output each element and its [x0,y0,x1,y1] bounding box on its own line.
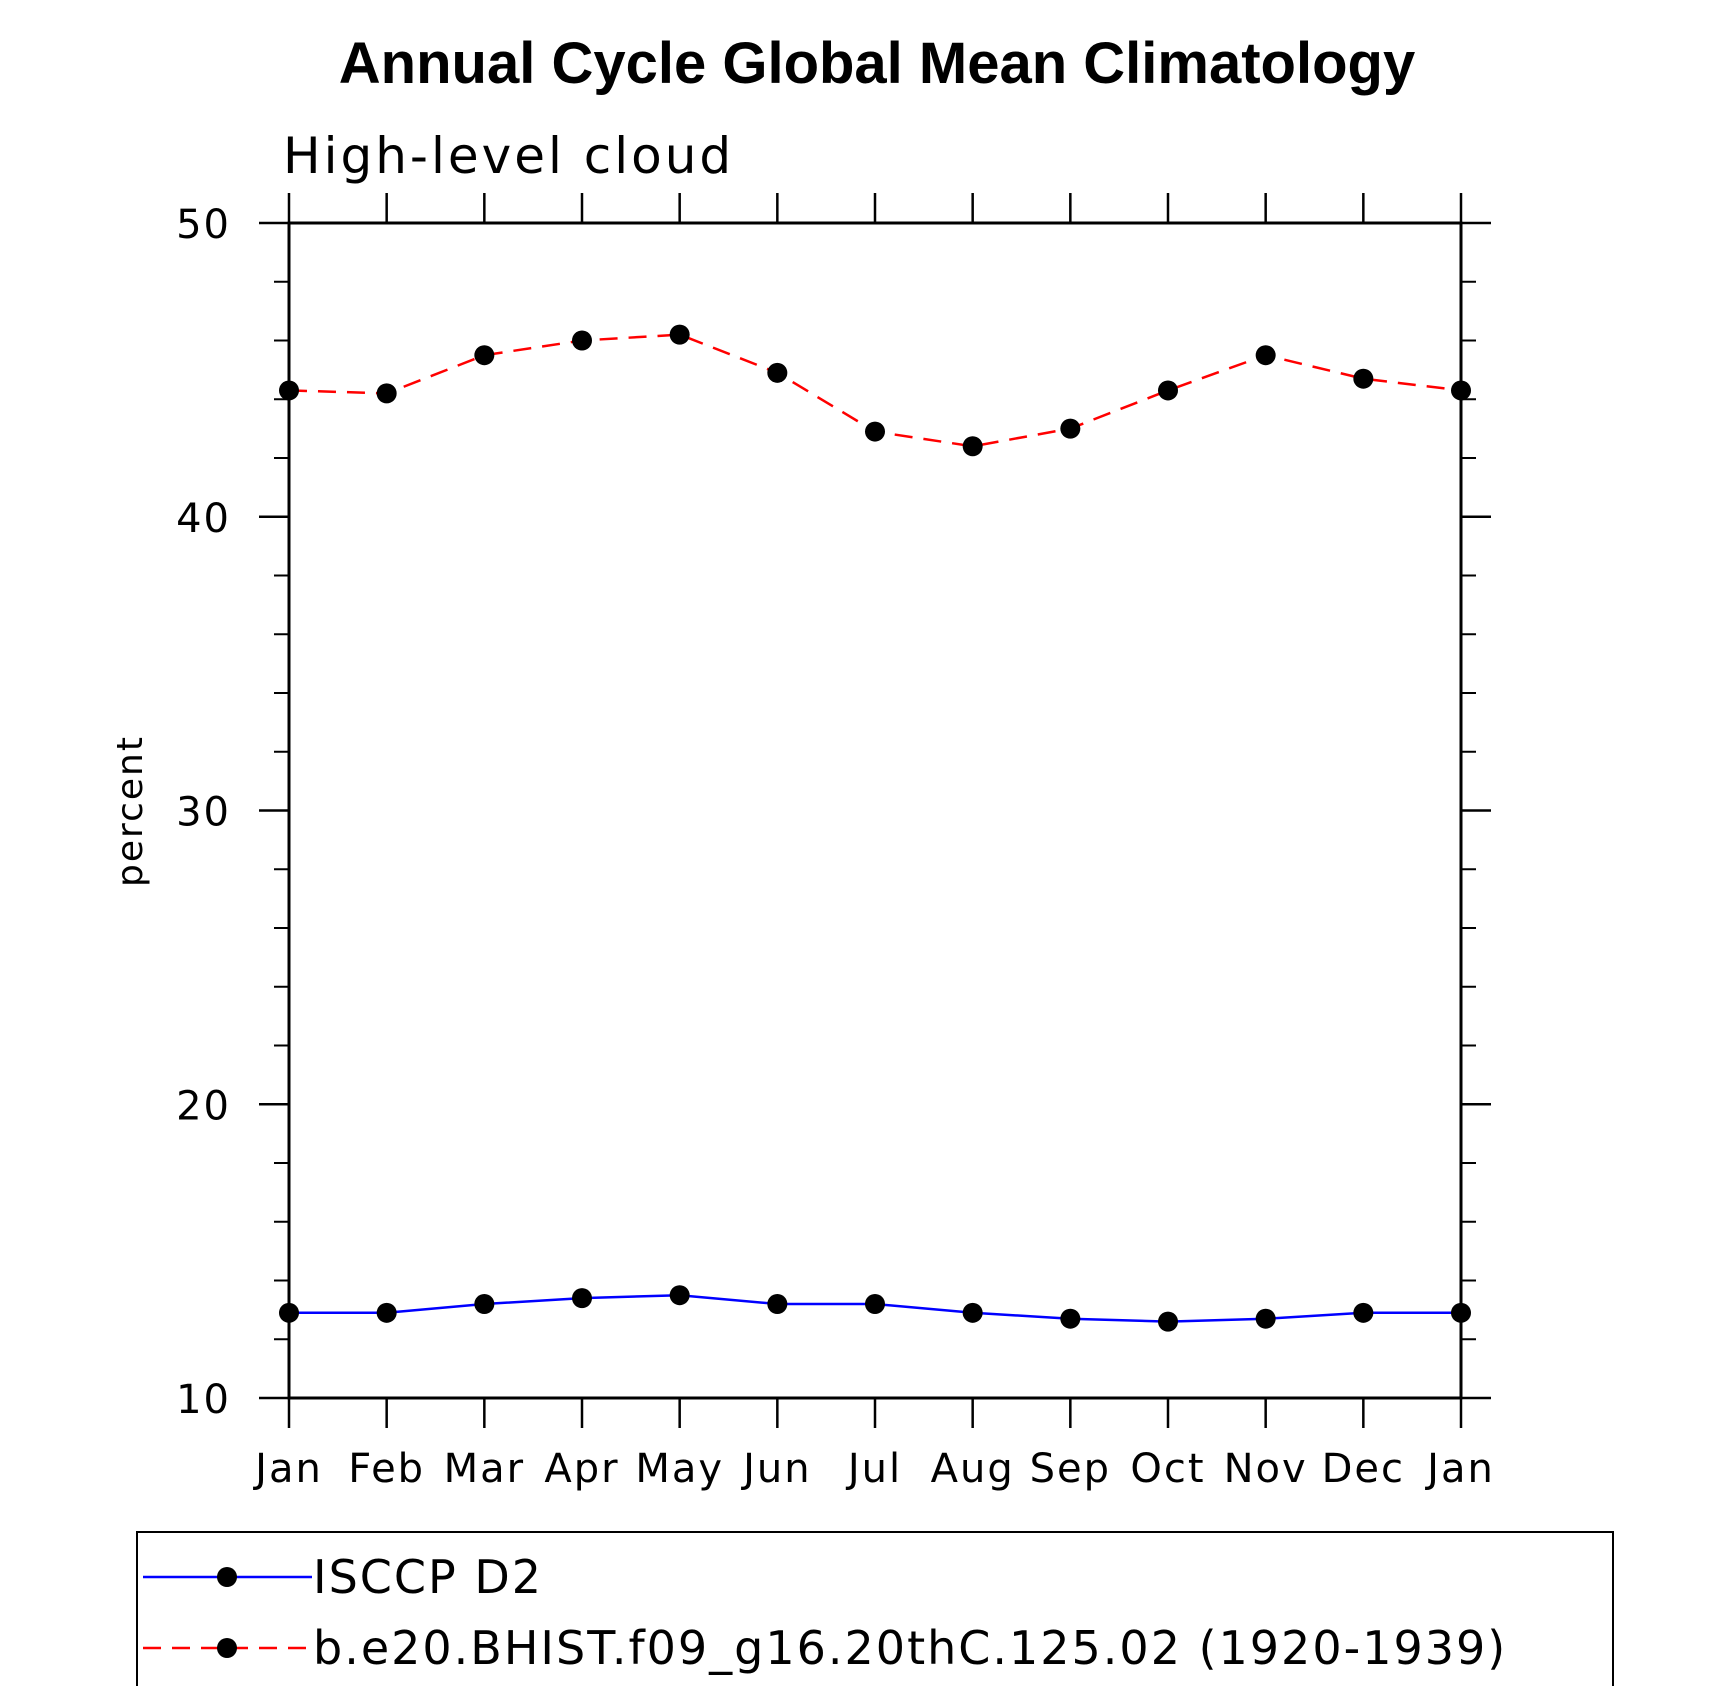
plot-frame [287,221,1463,1400]
x-tick-label: Jan [1424,1446,1495,1492]
data-point-s0-1 [376,1302,397,1323]
x-tick-label: Aug [931,1446,1015,1492]
legend: ISCCP D2 b.e20.BHIST.f09_g16.20thC.125.0… [136,1531,1614,1686]
plot-area: 10 20 30 40 50 Jan Feb Mar Apr May Jun Jul Aug Sep Oct… [176,193,1495,1492]
legend-item-isccp: ISCCP D2 [143,1550,543,1604]
x-tick-label: Jun [740,1446,812,1492]
legend-label-isccp: ISCCP D2 [313,1550,543,1604]
data-point-s1-4 [669,324,690,345]
chart-title: Annual Cycle Global Mean Climatology [339,31,1415,96]
legend-box [136,1531,1614,1686]
data-point-s1-6 [865,421,885,442]
data-point-s0-12 [1451,1302,1471,1323]
data-point-s0-2 [474,1294,495,1314]
axis-ticks: 10 20 30 40 50 Jan Feb Mar Apr May Jun Jul Aug Sep Oct… [176,193,1495,1492]
x-tick-label: Apr [544,1446,619,1492]
y-axis-label: percent [110,735,151,887]
x-tick-label: Nov [1224,1446,1308,1492]
data-point-s1-1 [376,383,397,404]
data-point-s0-0 [279,1302,299,1323]
data-point-s1-5 [767,362,788,383]
legend-item-model: b.e20.BHIST.f09_g16.20thC.125.02 (1920-1… [143,1621,1507,1675]
x-tick-label: Sep [1030,1446,1111,1492]
data-point-s0-11 [1353,1302,1374,1323]
data-point-s0-7 [962,1302,983,1323]
x-tick-label: Jul [845,1446,902,1492]
data-point-s0-9 [1158,1311,1178,1332]
data-point-s1-8 [1060,418,1081,439]
legend-marker-model [217,1638,237,1658]
chart-subtitle: High-level cloud [283,127,734,185]
y-tick-label: 30 [176,790,231,836]
data-point-s0-4 [669,1285,690,1306]
series-layer [279,324,1471,1332]
legend-marker-isccp [217,1567,237,1587]
data-point-s1-7 [962,436,983,457]
data-point-s0-3 [572,1288,592,1309]
data-point-s1-2 [474,345,495,366]
y-tick-label: 50 [176,202,231,248]
legend-label-model: b.e20.BHIST.f09_g16.20thC.125.02 (1920-1… [313,1621,1507,1675]
x-tick-label: May [635,1446,724,1492]
x-tick-label: Dec [1322,1446,1405,1492]
data-point-s0-6 [865,1294,885,1314]
data-point-s1-12 [1451,380,1471,401]
data-point-s0-5 [767,1294,788,1314]
data-point-s1-3 [572,330,592,351]
data-point-s0-10 [1255,1308,1276,1329]
y-tick-label: 20 [176,1083,231,1129]
x-tick-label: Oct [1130,1446,1205,1492]
x-tick-label: Feb [348,1446,425,1492]
data-point-s1-10 [1255,345,1276,366]
data-point-s0-8 [1060,1308,1081,1329]
x-tick-label: Jan [252,1446,323,1492]
data-point-s1-9 [1158,380,1178,401]
y-tick-label: 10 [176,1377,231,1423]
data-point-s1-0 [279,380,299,401]
x-tick-label: Mar [444,1446,525,1492]
data-point-s1-11 [1353,368,1374,389]
y-tick-label: 40 [176,496,231,542]
